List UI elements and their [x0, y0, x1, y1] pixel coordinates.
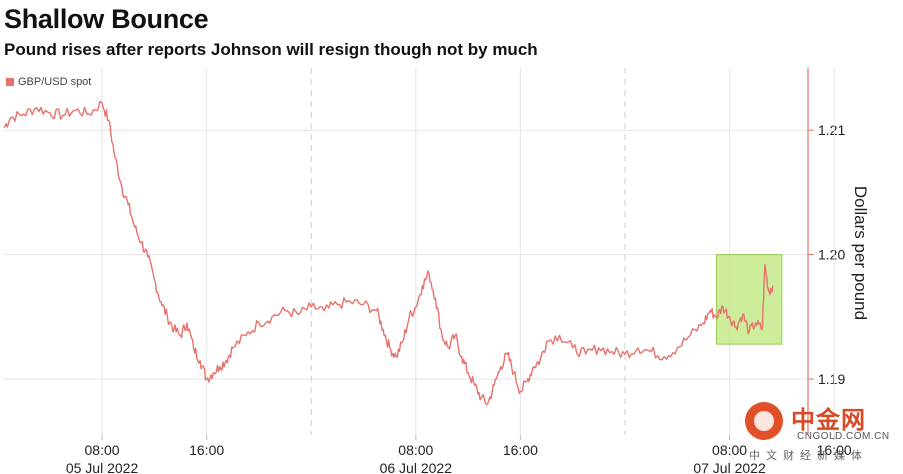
watermark-site: CNGOLD.COM.CN	[797, 431, 890, 442]
y-tick-label: 1.21	[818, 122, 845, 138]
x-tick-label: 16:00	[503, 442, 538, 458]
legend: GBP/USD spot	[6, 76, 91, 88]
legend-label: GBP/USD spot	[18, 76, 92, 88]
series-line-gbp-usd	[3, 100, 774, 406]
chart-title: Shallow Bounce	[4, 4, 209, 34]
cngold-logo-icon	[745, 402, 783, 440]
chart-subtitle: Pound rises after reports Johnson will r…	[4, 40, 538, 59]
y-axis-title: Dollars per pound	[845, 168, 875, 338]
watermark-tagline: 中文财经新媒体	[749, 450, 868, 462]
watermark-brand: 中金网	[791, 407, 866, 434]
x-tick-label: 08:00	[712, 442, 747, 458]
x-tick-date-label: 05 Jul 2022	[66, 460, 139, 474]
legend-swatch	[6, 78, 14, 86]
x-tick-date-label: 07 Jul 2022	[693, 460, 766, 474]
x-tick-label: 08:00	[398, 442, 433, 458]
x-tick-label: 08:00	[85, 442, 120, 458]
x-tick-label: 16:00	[817, 442, 852, 458]
y-axis-title-text: Dollars per pound	[851, 185, 870, 321]
x-tick-label: 16:00	[189, 442, 224, 458]
x-tick-date-label: 06 Jul 2022	[380, 460, 453, 474]
y-tick-label: 1.20	[818, 247, 845, 263]
y-tick-label: 1.19	[818, 371, 845, 387]
watermark: 中金网 CNGOLD.COM.CN 中文财经新媒体	[745, 400, 895, 470]
